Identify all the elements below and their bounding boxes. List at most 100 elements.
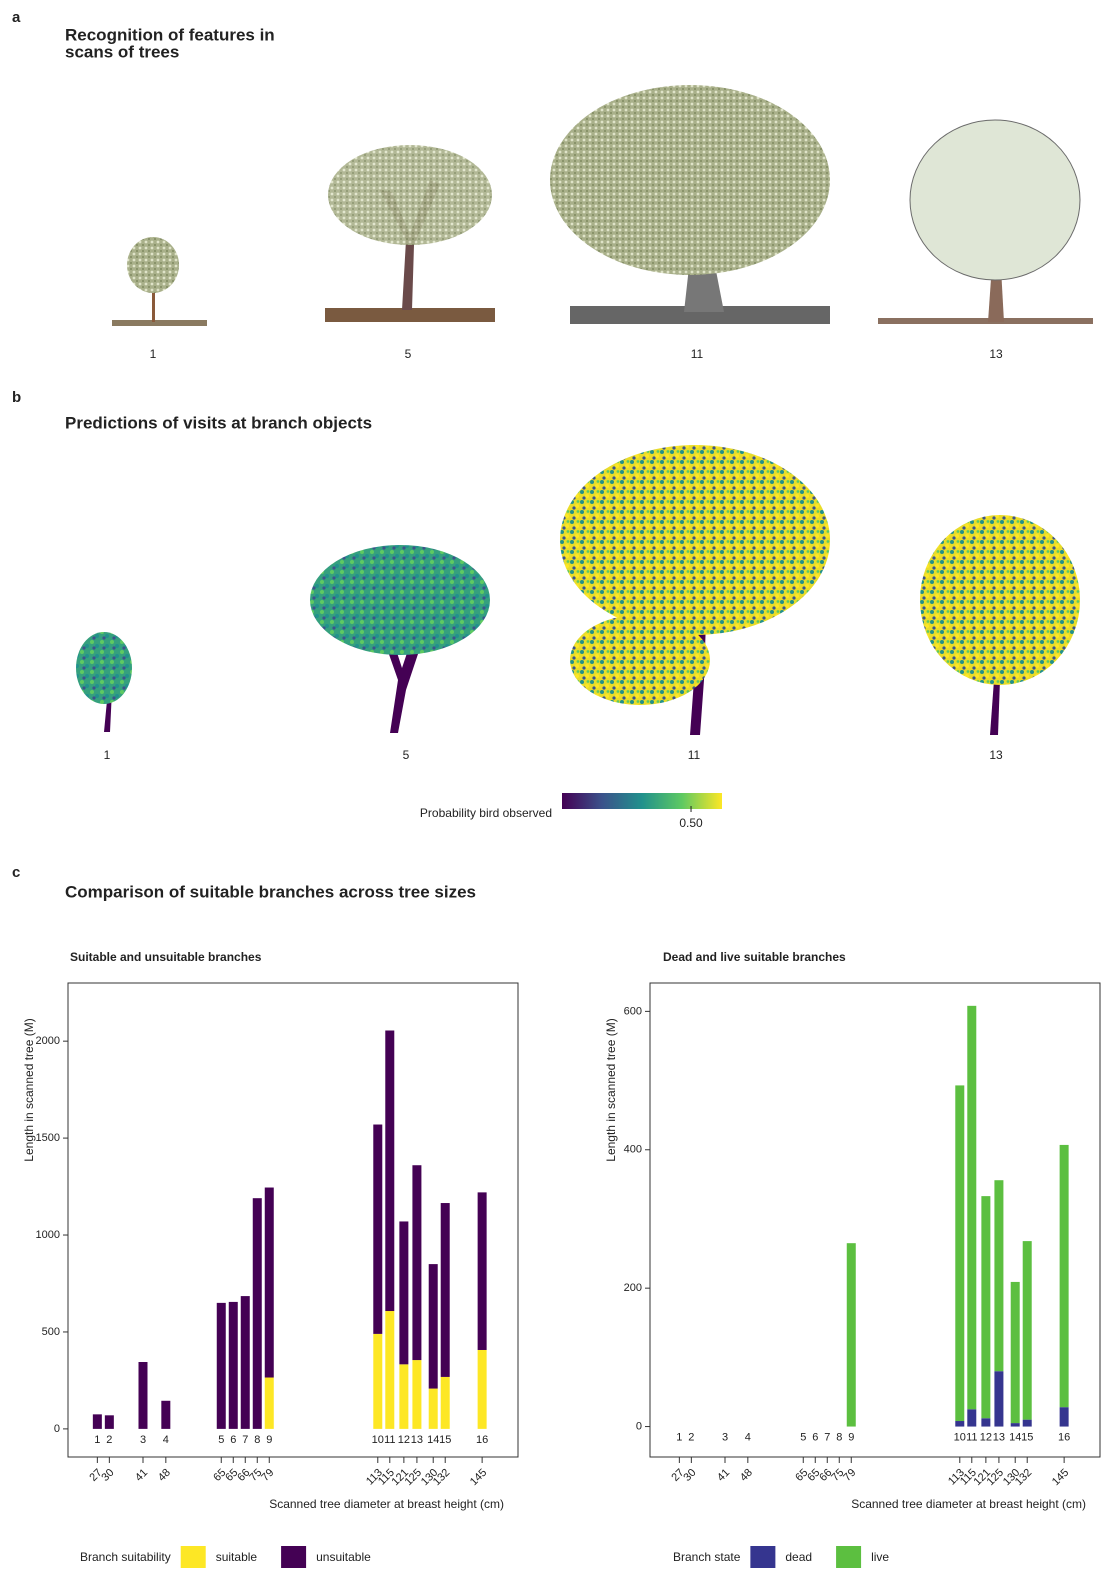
bar-segment	[105, 1415, 114, 1429]
bar-label: 12	[398, 1434, 410, 1446]
legend-title: Branch suitability	[80, 1550, 171, 1564]
bar-segment	[385, 1311, 394, 1429]
bar-segment	[994, 1180, 1003, 1371]
plot-frame	[68, 983, 518, 1457]
legend-swatch	[281, 1546, 306, 1568]
colorbar-tick-label: 0.50	[679, 816, 703, 830]
bar-segment	[399, 1364, 408, 1429]
bar-label: 15	[439, 1434, 451, 1446]
bar-label: 16	[476, 1434, 488, 1446]
y-tick-label: 400	[624, 1144, 642, 1156]
chart-title: Dead and live suitable branches	[663, 950, 846, 964]
plot-frame	[650, 983, 1100, 1457]
panel-letter: b	[12, 389, 21, 406]
bar-label: 9	[266, 1434, 272, 1446]
bar-label: 8	[836, 1431, 842, 1443]
bar-segment	[385, 1030, 394, 1311]
bar-segment	[441, 1377, 450, 1429]
bar-segment	[478, 1192, 487, 1350]
figure: a Recognition of features in scans of tr…	[0, 0, 1105, 1587]
bar-label: 11	[384, 1434, 395, 1446]
colorbar-label: Probability bird observed	[420, 806, 552, 820]
x-tick-label: 30	[99, 1467, 116, 1484]
x-tick-label: 48	[156, 1467, 173, 1484]
bar-segment	[373, 1125, 382, 1334]
y-tick-label: 200	[624, 1282, 642, 1294]
bar-segment	[994, 1371, 1003, 1426]
panel-title: scans of trees	[65, 42, 179, 61]
bar-label: 3	[140, 1434, 146, 1446]
x-tick-label: 41	[715, 1467, 732, 1484]
y-tick-label: 600	[624, 1005, 642, 1017]
x-tick-label: 41	[133, 1467, 150, 1484]
x-tick-label: 79	[841, 1467, 858, 1484]
bar-segment	[847, 1243, 856, 1426]
bar-segment	[429, 1264, 438, 1388]
bar-segment	[161, 1401, 170, 1429]
bar-segment	[981, 1196, 990, 1418]
bar-label: 16	[1058, 1431, 1070, 1443]
bar-label: 4	[163, 1434, 169, 1446]
bar-segment	[373, 1334, 382, 1429]
bar-label: 7	[824, 1431, 830, 1443]
tree-label: 1	[150, 347, 157, 361]
bar-segment	[967, 1409, 976, 1426]
bar-segment	[1011, 1423, 1020, 1426]
bar-segment	[1060, 1145, 1069, 1407]
x-tick-label: 145	[468, 1467, 489, 1488]
bar-label: 2	[106, 1434, 112, 1446]
tree-label: 5	[403, 748, 410, 762]
bar-segment	[955, 1421, 964, 1427]
x-tick-label: 30	[681, 1467, 698, 1484]
bar-label: 15	[1021, 1431, 1033, 1443]
panel-title: Predictions of visits at branch objects	[65, 413, 372, 432]
tree-label: 13	[989, 347, 1003, 361]
legend-title: Branch state	[673, 1550, 741, 1564]
y-tick-label: 0	[54, 1423, 60, 1435]
bar-segment	[981, 1418, 990, 1426]
bar-label: 4	[745, 1431, 751, 1443]
legend-label: unsuitable	[316, 1550, 371, 1564]
x-axis-label: Scanned tree diameter at breast height (…	[269, 1497, 504, 1511]
legend-label: dead	[785, 1550, 812, 1564]
bar-segment	[229, 1302, 238, 1429]
legend-label: suitable	[216, 1550, 258, 1564]
bar-label: 1	[676, 1431, 682, 1443]
bar-label: 12	[980, 1431, 992, 1443]
bar-segment	[1060, 1407, 1069, 1426]
bar-segment	[412, 1360, 421, 1429]
tree-label: 11	[691, 347, 704, 361]
bar-segment	[93, 1414, 102, 1429]
branch-predictions	[76, 445, 1080, 735]
bar-label: 13	[993, 1431, 1005, 1443]
bar-segment	[429, 1389, 438, 1429]
x-tick-label: 145	[1050, 1467, 1071, 1488]
bar-label: 10	[954, 1431, 966, 1443]
panel-title: Comparison of suitable branches across t…	[65, 882, 476, 901]
chart: Suitable and unsuitable branches 0 500 1000…	[22, 950, 518, 1568]
y-axis-label: Length in scanned tree (M)	[22, 1018, 36, 1161]
bar-label: 14	[427, 1434, 439, 1446]
y-tick-label: 2000	[36, 1035, 60, 1047]
chart: Dead and live suitable branches020040060…	[604, 950, 1100, 1568]
chart-title: Suitable and unsuitable branches	[70, 950, 262, 964]
bar-label: 7	[242, 1434, 248, 1446]
bar-segment	[1023, 1420, 1032, 1427]
tree-label: 11	[688, 748, 701, 762]
tree-label: 1	[104, 748, 111, 762]
tree-label: 13	[989, 748, 1003, 762]
x-tick-label: 48	[738, 1467, 755, 1484]
colorbar	[562, 793, 722, 809]
y-tick-label: 1000	[36, 1229, 60, 1241]
y-tick-label: 500	[42, 1326, 60, 1338]
tree-label: 5	[405, 347, 412, 361]
panel-letter: c	[12, 864, 20, 881]
legend-label: live	[871, 1550, 889, 1564]
bar-segment	[139, 1362, 148, 1429]
bar-label: 8	[254, 1434, 260, 1446]
bar-label: 5	[218, 1434, 224, 1446]
bar-label: 1	[94, 1434, 100, 1446]
bar-label: 6	[230, 1434, 236, 1446]
tree-scans	[112, 85, 1093, 326]
bar-segment	[1023, 1241, 1032, 1420]
